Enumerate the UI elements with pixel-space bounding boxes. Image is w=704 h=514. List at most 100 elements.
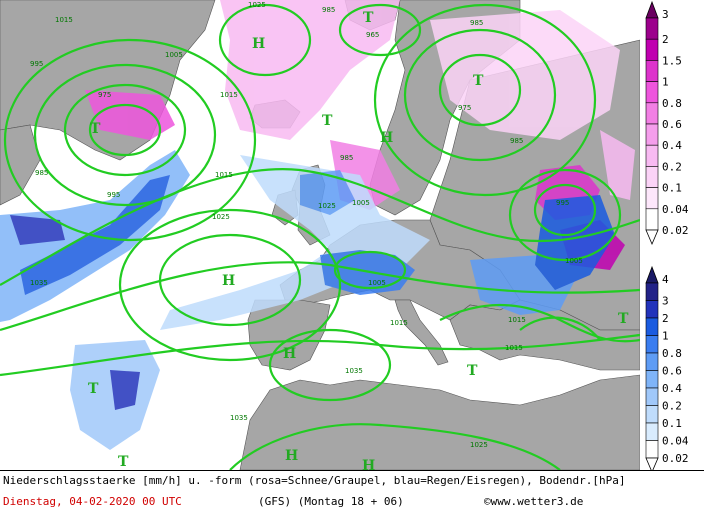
rain-legend-swatch	[645, 387, 659, 406]
rain-legend-value: 0.02	[662, 452, 689, 465]
snow-greenland-low	[85, 90, 175, 140]
low-pressure-label: T	[322, 113, 333, 129]
snow-legend-value: 0.2	[662, 160, 682, 173]
rain-legend-value: 0.8	[662, 347, 682, 360]
low-pressure-label: T	[88, 381, 99, 397]
isobar-label: 1025	[248, 1, 266, 9]
rain-legend-value: 0.6	[662, 365, 682, 378]
isobar-label: 1035	[30, 279, 48, 287]
isobar-label: 995	[30, 60, 43, 68]
isobar-label: 995	[107, 191, 120, 199]
run-date: Dienstag, 04-02-2020 00 UTC	[3, 495, 182, 508]
rain-legend-value: 0.4	[662, 382, 682, 395]
snow-legend-swatch	[645, 60, 659, 82]
copyright[interactable]: ©www.wetter3.de	[484, 495, 584, 508]
snow-legend-value: 0.02	[662, 224, 689, 237]
rain-legend-swatch	[645, 422, 659, 441]
high-pressure-label: H	[283, 346, 296, 362]
rain-legend-value: 0.04	[662, 435, 689, 448]
low-pressure-label: T	[473, 73, 484, 89]
model-info: (GFS) (Montag 18 + 06)	[258, 495, 404, 508]
isobar-label: 1035	[230, 414, 248, 422]
isobar-label: 1015	[505, 344, 523, 352]
rain-eastern	[535, 195, 615, 290]
high-pressure-label: H	[222, 273, 235, 289]
isobar-label: 975	[98, 91, 111, 99]
isobar-label: 1015	[55, 16, 73, 24]
isobar-label: 1025	[318, 202, 336, 210]
rain-legend-swatch	[645, 405, 659, 424]
snow-legend-value: 0.4	[662, 139, 682, 152]
rain-legend-value: 3	[662, 295, 669, 308]
isobar-label: 985	[322, 6, 335, 14]
map-description: Niederschlagsstaerke [mm/h] u. -form (ro…	[3, 474, 626, 487]
isobar-label: 1005	[565, 257, 583, 265]
rain-north-sea	[160, 155, 430, 330]
snow-legend-value: 0.04	[662, 203, 689, 216]
isobar-label: 985	[470, 19, 483, 27]
high-pressure-label: H	[380, 130, 393, 146]
isobar-labels: 1015 995 975 985 1005 1015 1025 985 965 …	[30, 1, 583, 449]
isobar-label: 1015	[215, 171, 233, 179]
snow-legend-swatch	[645, 123, 659, 146]
low-pressure-label: T	[90, 121, 101, 137]
footer: Niederschlagsstaerke [mm/h] u. -form (ro…	[0, 470, 704, 514]
rain-legend-swatch	[645, 335, 659, 354]
isobar-label: 1025	[470, 441, 488, 449]
snow-legend-swatch	[645, 208, 659, 231]
rain-legend-arrow-top	[645, 265, 659, 284]
rain-legend-value: 0.1	[662, 417, 682, 430]
isobar-label: 965	[366, 31, 379, 39]
snow-legend-value: 0.1	[662, 182, 682, 195]
snow-legend-value: 1.5	[662, 54, 682, 67]
snow-legend-swatch	[645, 102, 659, 125]
snow-legend-arrow-bottom	[645, 229, 659, 246]
low-pressure-label: T	[618, 311, 629, 327]
pressure-centres: H H H H H H T T T T T T T T	[88, 10, 629, 470]
low-pressure-label: T	[467, 363, 478, 379]
snow-areas	[85, 0, 635, 270]
snow-legend: 3 2 1.5 1 0.8 0.6 0.4 0.2 0.1 0.04 0.02	[640, 0, 704, 246]
snow-legend-swatch	[645, 81, 659, 104]
snow-legend-swatch	[645, 187, 659, 210]
isobar-label: 1005	[352, 199, 370, 207]
high-pressure-label: H	[362, 458, 375, 470]
isobar-label: 1015	[220, 91, 238, 99]
isobar-label: 995	[556, 199, 569, 207]
snow-greenland-sea	[220, 0, 400, 140]
isobar-label: 1015	[390, 319, 408, 327]
rain-legend-value: 4	[662, 273, 669, 286]
low-pressure-label: T	[118, 454, 129, 470]
rain-legend-value: 0.2	[662, 400, 682, 413]
snow-legend-swatch	[645, 144, 659, 167]
snow-legend-value: 3	[662, 8, 669, 21]
isobar-label: 985	[35, 169, 48, 177]
high-pressure-label: H	[252, 36, 265, 52]
rain-legend-value: 1	[662, 330, 669, 343]
snow-legend-arrow-top	[645, 0, 659, 19]
isobar-label: 985	[340, 154, 353, 162]
isobar-label: 1025	[212, 213, 230, 221]
rain-legend-arrow-bottom	[645, 457, 659, 474]
low-pressure-label: T	[363, 10, 374, 26]
rain-legend-swatch	[645, 282, 659, 301]
isobar-label: 975	[458, 104, 471, 112]
high-pressure-label: H	[285, 448, 298, 464]
rain-legend-swatch	[645, 440, 659, 459]
weather-map: 1015 995 975 985 1005 1015 1025 985 965 …	[0, 0, 640, 470]
rain-legend: 4 3 2 1 0.8 0.6 0.4 0.2 0.1 0.04 0.02	[640, 265, 704, 474]
snow-legend-value: 2	[662, 33, 669, 46]
isobar-label: 985	[510, 137, 523, 145]
rain-legend-scale: 4 3 2 1 0.8 0.6 0.4 0.2 0.1 0.04 0.02	[645, 265, 689, 474]
snow-legend-value: 1	[662, 76, 669, 89]
rain-band-west	[10, 215, 65, 245]
rain-legend-swatch	[645, 352, 659, 371]
snow-legend-scale: 3 2 1.5 1 0.8 0.6 0.4 0.2 0.1 0.04 0.02	[645, 0, 689, 246]
isobar-label: 1005	[165, 51, 183, 59]
rain-azores-core	[110, 370, 140, 410]
snow-legend-swatch	[645, 166, 659, 188]
rain-legend-value: 2	[662, 312, 669, 325]
snow-mid	[600, 130, 635, 200]
snow-legend-swatch	[645, 17, 659, 40]
snow-legend-value: 0.6	[662, 118, 682, 131]
